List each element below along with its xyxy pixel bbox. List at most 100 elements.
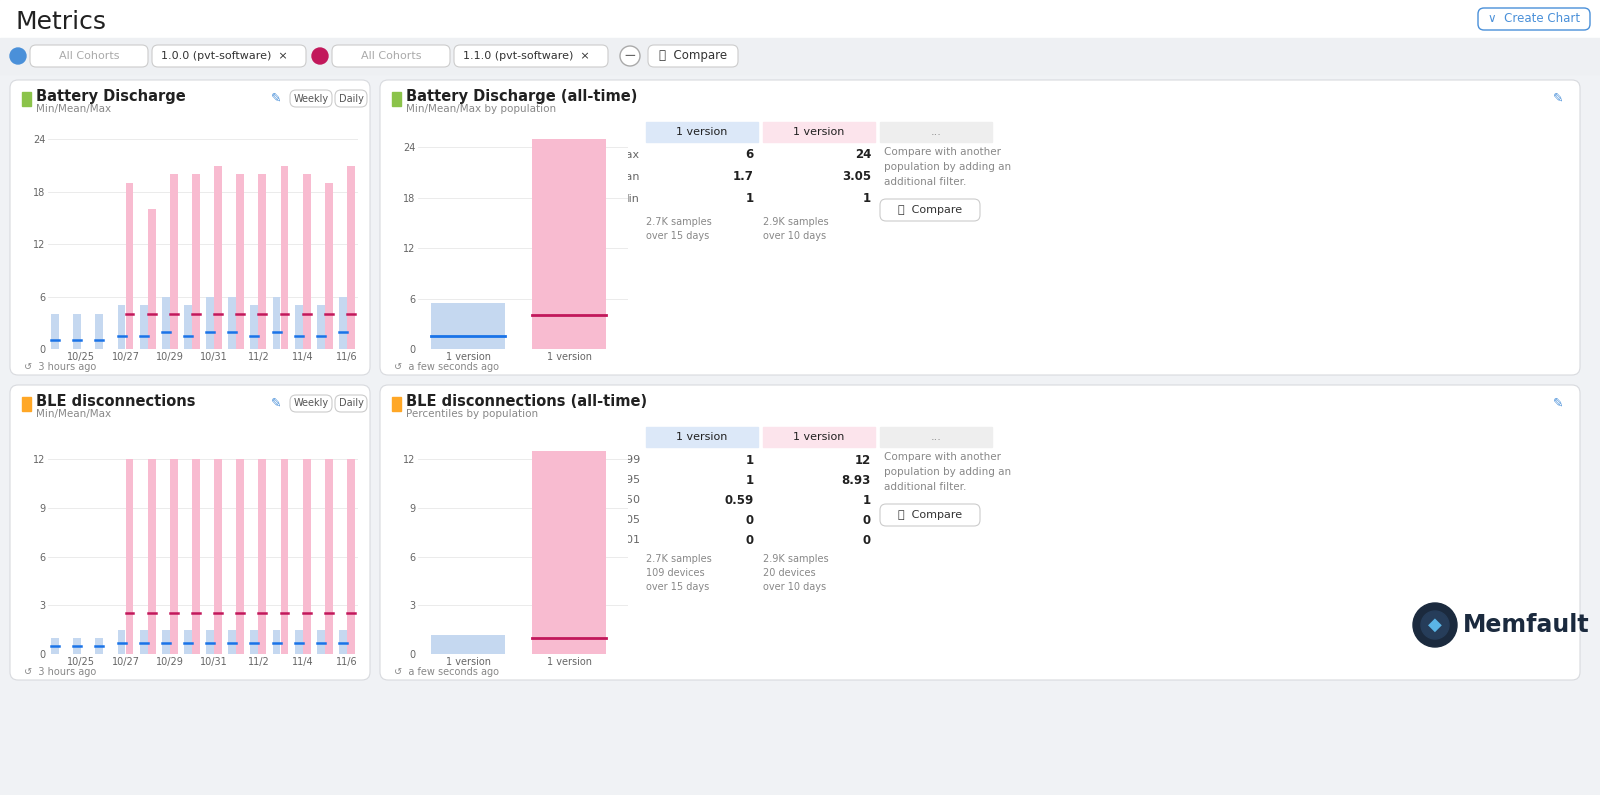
Text: 0.59: 0.59	[725, 494, 754, 506]
Text: 1 version: 1 version	[794, 127, 845, 137]
Text: ↺  3 hours ago: ↺ 3 hours ago	[24, 362, 96, 372]
Text: 12: 12	[854, 453, 870, 467]
Text: Percentiles by population: Percentiles by population	[406, 409, 538, 419]
FancyBboxPatch shape	[381, 80, 1581, 375]
Bar	[347, 460, 355, 654]
Circle shape	[621, 46, 640, 66]
Text: 1.1.0 (pvt-software)  ×: 1.1.0 (pvt-software) ×	[462, 51, 589, 61]
Bar	[432, 634, 506, 654]
Text: 1 version: 1 version	[677, 127, 728, 137]
Circle shape	[1421, 611, 1450, 639]
Text: 8.93: 8.93	[842, 474, 870, 487]
Text: 24: 24	[854, 149, 870, 161]
Bar	[229, 630, 237, 654]
Bar	[339, 297, 347, 349]
Text: 1 version: 1 version	[794, 432, 845, 442]
Text: ✎: ✎	[1552, 92, 1563, 105]
Bar	[432, 303, 506, 349]
Bar	[294, 305, 302, 349]
Bar	[147, 460, 155, 654]
Bar	[96, 638, 104, 654]
FancyBboxPatch shape	[10, 385, 370, 680]
Text: ✎: ✎	[270, 397, 282, 410]
Bar	[294, 630, 302, 654]
FancyBboxPatch shape	[454, 45, 608, 67]
Bar	[184, 305, 192, 349]
Bar	[880, 427, 992, 447]
Text: 3.05: 3.05	[842, 170, 870, 184]
Bar	[646, 427, 758, 447]
Text: 1: 1	[746, 453, 754, 467]
Bar	[184, 630, 192, 654]
Bar	[139, 305, 147, 349]
FancyBboxPatch shape	[333, 45, 450, 67]
Bar	[763, 122, 875, 142]
Bar	[347, 165, 355, 349]
Text: ↺  3 hours ago: ↺ 3 hours ago	[24, 667, 96, 677]
Text: 1: 1	[746, 474, 754, 487]
Bar	[302, 460, 310, 654]
FancyBboxPatch shape	[381, 385, 1581, 680]
Bar	[302, 174, 310, 349]
Text: p01: p01	[619, 535, 640, 545]
Bar	[51, 638, 59, 654]
Text: ...: ...	[931, 127, 941, 137]
Bar	[162, 630, 170, 654]
Text: 2.9K samples
20 devices
over 10 days: 2.9K samples 20 devices over 10 days	[763, 554, 829, 592]
Text: ✎: ✎	[1552, 397, 1563, 410]
Text: Metrics: Metrics	[16, 10, 107, 34]
Text: p50: p50	[619, 495, 640, 505]
Bar	[258, 174, 266, 349]
Text: Mean: Mean	[610, 172, 640, 182]
Text: ...: ...	[931, 432, 941, 442]
Bar	[96, 314, 104, 349]
Text: ⦿  Compare: ⦿ Compare	[898, 205, 962, 215]
Text: ◆: ◆	[1429, 616, 1442, 634]
Text: Battery Discharge (all-time): Battery Discharge (all-time)	[406, 88, 637, 103]
Bar	[206, 297, 214, 349]
FancyBboxPatch shape	[334, 395, 366, 412]
Text: Weekly: Weekly	[293, 398, 328, 409]
Bar	[170, 174, 178, 349]
Bar	[214, 165, 222, 349]
Bar	[237, 174, 245, 349]
Text: BLE disconnections (all-time): BLE disconnections (all-time)	[406, 394, 646, 409]
Bar	[272, 630, 280, 654]
Text: ↺  a few seconds ago: ↺ a few seconds ago	[394, 362, 499, 372]
Text: 1.0.0 (pvt-software)  ×: 1.0.0 (pvt-software) ×	[160, 51, 288, 61]
Bar	[533, 452, 606, 654]
Bar	[22, 92, 30, 106]
Bar	[192, 460, 200, 654]
FancyBboxPatch shape	[10, 80, 370, 375]
Bar	[51, 314, 59, 349]
Bar	[192, 174, 200, 349]
Text: 2.7K samples
over 15 days: 2.7K samples over 15 days	[646, 217, 712, 241]
Bar	[533, 139, 606, 349]
Text: 2.7K samples
109 devices
over 15 days: 2.7K samples 109 devices over 15 days	[646, 554, 712, 592]
Text: ⦿  Compare: ⦿ Compare	[898, 510, 962, 520]
Bar	[117, 630, 125, 654]
Bar	[250, 630, 258, 654]
Bar	[237, 460, 245, 654]
Text: Compare with another
population by adding an
additional filter.: Compare with another population by addin…	[883, 147, 1011, 187]
Text: 1: 1	[746, 192, 754, 205]
Bar	[0, 38, 1600, 74]
Text: Weekly: Weekly	[293, 94, 328, 103]
Bar	[250, 305, 258, 349]
Bar	[646, 122, 758, 142]
Text: p05: p05	[619, 515, 640, 525]
FancyBboxPatch shape	[880, 504, 979, 526]
Text: Min: Min	[621, 194, 640, 204]
Bar	[880, 122, 992, 142]
Bar	[317, 630, 325, 654]
Circle shape	[312, 48, 328, 64]
Bar	[125, 460, 133, 654]
Bar	[317, 305, 325, 349]
Bar	[229, 297, 237, 349]
Text: ↺  a few seconds ago: ↺ a few seconds ago	[394, 667, 499, 677]
Bar	[392, 92, 402, 106]
Text: 1.7: 1.7	[733, 170, 754, 184]
Text: p99: p99	[619, 455, 640, 465]
Bar	[74, 314, 82, 349]
Text: 0: 0	[746, 533, 754, 546]
